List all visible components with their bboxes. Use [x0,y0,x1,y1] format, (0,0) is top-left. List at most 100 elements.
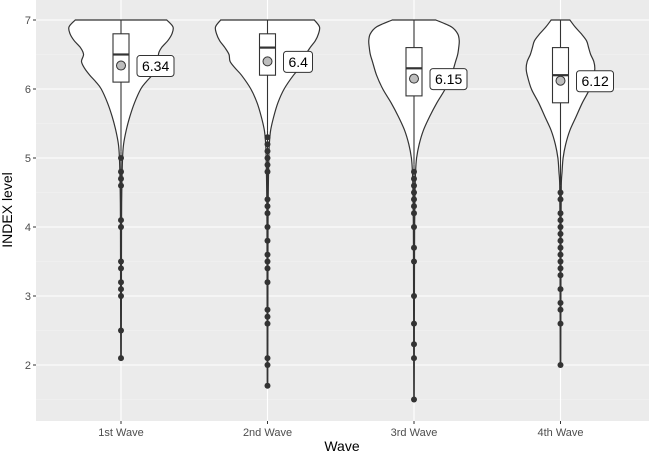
outlier-point [264,161,271,168]
mean-point [409,73,419,84]
box [258,33,277,76]
mean-label: 6.34 [142,58,169,74]
y-tick-label: 3 [25,291,31,303]
outlier-point [118,286,124,293]
outlier-point [557,272,564,279]
outlier-point [118,168,124,175]
outlier-point [264,306,271,313]
outlier-point [264,168,271,175]
outlier-point [118,155,124,161]
box [405,47,423,97]
y-tick-label: 6 [25,84,31,96]
outlier-point [118,265,124,272]
x-tick-label: 3rd Wave [391,427,438,439]
outlier-point [557,224,564,230]
x-tick-label: 1st Wave [98,427,143,439]
outlier-point [118,217,124,224]
outlier-point [264,362,271,368]
y-tick-label: 7 [25,15,31,27]
mean-point [116,60,126,71]
violins: 6.34 6.4 6.15 6.12 [68,19,614,403]
violin-group: 6.15 [368,19,468,403]
outlier-point [411,258,417,265]
mean-label: 6.4 [289,54,309,70]
mean-label-box [429,68,468,91]
outlier-point [557,258,564,265]
outlier-point [264,313,271,320]
outlier-point [411,224,417,230]
outlier-point [118,293,124,299]
outlier-point [557,362,564,368]
outlier-point [557,251,564,258]
outlier-point [557,196,564,203]
outlier-point [118,224,124,230]
outlier-point [264,210,271,217]
outlier-point [264,203,271,210]
y-axis-title: INDEX level [0,172,15,247]
outlier-point [411,341,417,348]
outlier-point [557,217,564,224]
outlier-point [264,251,271,258]
outlier-point [411,320,417,327]
outlier-point [264,237,271,244]
y-tick-label: 4 [25,222,31,234]
outlier-point [411,293,417,299]
mean-label-box [136,55,175,78]
mean-point [555,75,566,86]
outlier-point [264,355,271,362]
outlier-point [557,244,564,251]
outlier-point [264,224,271,230]
x-axis: 1st Wave 2nd Wave 3rd Wave 4th Wave [98,421,584,439]
outlier-point [264,258,271,265]
outlier-point [264,148,271,155]
outlier-point [118,355,124,362]
outlier-point [411,210,417,217]
box [112,33,130,83]
outlier-point [264,382,271,389]
x-tick-label: 2nd Wave [243,427,292,439]
violin-group: 6.4 [214,19,321,389]
outlier-point [118,182,124,189]
outlier-point [264,320,271,327]
outlier-point [118,327,124,334]
outlier-point [118,279,124,286]
outlier-point [557,210,564,217]
outlier-point [118,175,124,182]
outlier-point [264,141,271,148]
outlier-point [411,203,417,210]
outlier-point [557,320,564,327]
mean-label-box [283,50,313,73]
violin-group: 6.12 [525,19,614,368]
mean-label-box [576,70,614,93]
mean-label: 6.12 [582,73,609,89]
outlier-point [411,175,417,182]
outlier-point [557,189,564,196]
outlier-point [557,299,564,306]
outlier-point [557,286,564,293]
outlier-point [557,230,564,237]
outlier-point [264,279,271,286]
x-axis-title: Wave [324,438,359,454]
outlier-point [557,265,564,272]
outlier-point [264,265,271,272]
mean-label: 6.15 [435,71,462,87]
outlier-point [264,155,271,161]
outlier-point [411,355,417,362]
outlier-point [411,182,417,189]
outlier-point [264,134,271,141]
violin-group: 6.34 [68,19,175,362]
outlier-point [557,237,564,244]
outlier-point [411,244,417,251]
outlier-point [411,189,417,196]
y-axis: 2 3 4 5 6 7 [25,15,36,372]
outlier-point [411,396,417,403]
y-tick-label: 5 [25,153,31,165]
outlier-point [118,258,124,265]
x-tick-label: 4th Wave [537,427,583,439]
outlier-point [411,168,417,175]
outlier-point [264,196,271,203]
outlier-point [557,306,564,313]
mean-point [262,56,273,67]
outlier-point [411,196,417,203]
